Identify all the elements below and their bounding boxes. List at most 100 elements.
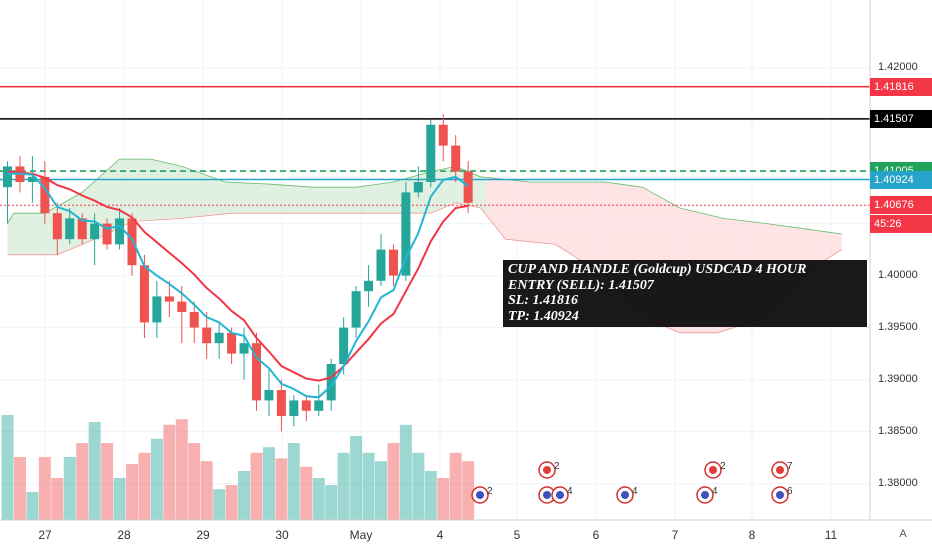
volume-bar xyxy=(213,489,226,520)
event-marker[interactable]: 2 xyxy=(471,486,493,504)
flag-center-icon xyxy=(621,491,629,499)
candle-body xyxy=(202,327,212,344)
candle-body xyxy=(413,182,423,193)
volume-bar xyxy=(88,422,101,520)
volume-bar xyxy=(412,452,425,520)
candle-body xyxy=(364,280,374,292)
volume-bar xyxy=(200,461,213,520)
candle-body xyxy=(27,176,37,182)
volume-bar xyxy=(175,419,188,520)
price-tick-label: 1.39000 xyxy=(878,372,918,385)
volume-bar xyxy=(138,452,151,520)
annotation-line-2: ENTRY (SELL): 1.41507 xyxy=(508,277,654,293)
event-count: 4 xyxy=(712,486,718,497)
volume-bar xyxy=(287,443,300,520)
flag-center-icon xyxy=(543,491,551,499)
event-marker[interactable]: 4 xyxy=(551,486,573,504)
candle-body xyxy=(276,390,286,416)
candlesticks xyxy=(3,114,473,432)
time-tick-label: 28 xyxy=(117,528,131,542)
time-tick-label: 8 xyxy=(748,528,756,542)
volume-bar xyxy=(275,458,288,520)
moving-averages xyxy=(7,170,469,399)
trade-annotation[interactable]: CUP AND HANDLE (Goldcup) USDCAD 4 HOUR E… xyxy=(503,260,867,327)
candle-body xyxy=(65,218,75,240)
price-tick-label: 1.39500 xyxy=(878,320,918,333)
flag-center-icon xyxy=(701,491,709,499)
time-tick-label: 5 xyxy=(513,528,521,542)
price-level-label: 1.41816 xyxy=(870,77,932,96)
volume-bar xyxy=(126,464,138,520)
candle-body xyxy=(401,192,411,276)
event-marker[interactable]: 4 xyxy=(616,486,638,504)
event-marker[interactable]: 7 xyxy=(771,461,793,479)
candle-body xyxy=(227,332,237,354)
event-marker[interactable]: 4 xyxy=(696,486,718,504)
cloud-segment xyxy=(7,159,487,255)
volume-bar xyxy=(449,452,462,520)
volume-bar xyxy=(362,452,375,520)
candle-body xyxy=(239,343,249,354)
event-marker[interactable]: 6 xyxy=(771,486,793,504)
candle-body xyxy=(264,390,274,401)
candle-body xyxy=(289,400,299,416)
candle-body xyxy=(52,213,62,240)
time-tick-label: 7 xyxy=(671,528,679,542)
volume-bar xyxy=(238,471,251,520)
volume-bar xyxy=(387,443,400,520)
event-count: 7 xyxy=(787,461,793,472)
annotation-line-1: CUP AND HANDLE (Goldcup) USDCAD 4 HOUR xyxy=(508,262,807,277)
volume-bar xyxy=(262,447,275,520)
candle-body xyxy=(438,124,448,146)
price-tick-label: 1.38500 xyxy=(878,424,918,437)
time-tick-label: 27 xyxy=(38,528,52,542)
event-count: 2 xyxy=(554,461,560,472)
candle-body xyxy=(214,332,224,344)
volume-bar xyxy=(51,478,64,520)
volume-bar xyxy=(76,443,89,520)
volume-bar xyxy=(312,478,325,520)
candle-body xyxy=(127,218,137,266)
cloud-span-a xyxy=(7,158,842,235)
volume-bar xyxy=(163,424,176,520)
volume-bar xyxy=(1,415,14,520)
volume-bar xyxy=(337,452,350,520)
candle-body xyxy=(339,327,349,364)
volume-bar xyxy=(350,436,363,520)
volume-bar xyxy=(462,461,475,520)
event-marker[interactable]: 2 xyxy=(704,461,726,479)
time-tick-label: 29 xyxy=(196,528,210,542)
event-marker[interactable]: 2 xyxy=(538,461,560,479)
annotation-line-3: SL: 1.41816 xyxy=(508,293,578,308)
candle-body xyxy=(139,265,149,323)
candle-body xyxy=(301,400,311,411)
annotation-line-4: TP: 1.40924 xyxy=(508,308,579,324)
volume-bar xyxy=(188,443,201,520)
time-tick-label: 6 xyxy=(592,528,600,542)
time-tick-label: 4 xyxy=(436,528,444,542)
auto-scale-button[interactable]: A xyxy=(899,528,907,540)
volume-bar xyxy=(424,471,437,520)
price-tick-label: 1.40000 xyxy=(878,268,918,281)
flag-center-icon xyxy=(556,491,564,499)
volume-bars xyxy=(1,415,475,520)
economic-events[interactable]: 222442476 xyxy=(471,461,793,504)
event-count: 6 xyxy=(787,486,793,497)
volume-bar xyxy=(250,452,263,520)
candle-body xyxy=(115,218,125,245)
price-tick-label: 1.38000 xyxy=(878,476,918,489)
volume-bar xyxy=(375,461,387,520)
candle-body xyxy=(177,301,187,312)
volume-bar xyxy=(63,457,76,520)
candle-body xyxy=(102,223,112,245)
price-level-label: 1.40676 xyxy=(870,196,932,215)
flag-center-icon xyxy=(709,466,717,474)
volume-bar xyxy=(150,438,163,520)
candle-body xyxy=(388,249,398,276)
volume-bar xyxy=(300,466,313,520)
time-tick-label: May xyxy=(349,528,373,542)
candle-body xyxy=(3,166,12,188)
volume-bar xyxy=(437,478,450,520)
event-count: 4 xyxy=(632,486,638,497)
ema-fast-line xyxy=(7,172,469,399)
